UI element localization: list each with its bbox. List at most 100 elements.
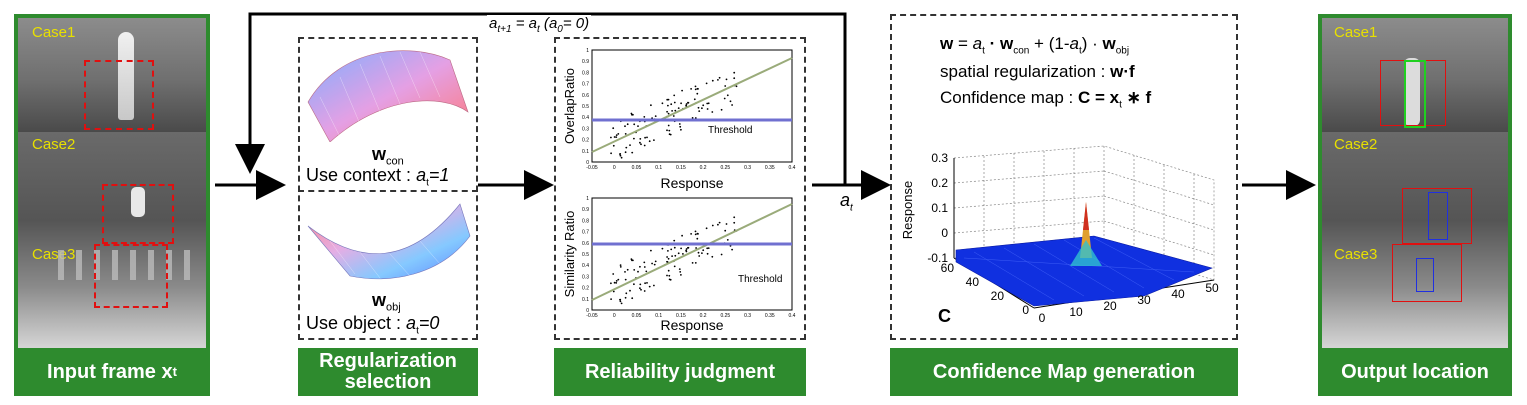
scatter-point [682, 253, 684, 255]
output-title-text: Output location [1341, 360, 1489, 383]
xtick-label: 0.4 [789, 313, 796, 319]
scatter-point [610, 136, 612, 139]
xtick-label: 0.25 [720, 313, 730, 319]
scatter-point [640, 288, 642, 291]
scatter-point [667, 98, 670, 101]
scatter-point [615, 282, 618, 284]
ytick-label: 0.6 [582, 241, 589, 247]
use-object-a: a [406, 313, 417, 333]
overlap-xticks: -0.05 0 0.05 0.1 0.15 0.2 0.25 0.3 0.35 0.4 [586, 165, 795, 171]
arrow-at-label: at [840, 190, 853, 214]
scatter-point [674, 254, 677, 257]
scatter-point [701, 107, 703, 110]
scatter-point [733, 77, 736, 80]
feedback-zero-sub: 0 [557, 24, 563, 35]
scatter-point [639, 138, 642, 140]
scatter-point [669, 278, 672, 281]
similarity-ratio-plot: Threshold 00.10.20.30.40.50.60.70.80.91 … [562, 196, 796, 333]
scatter-point [625, 146, 628, 149]
xtick-label: 0.4 [789, 165, 796, 171]
ytick-label: 1 [586, 48, 589, 54]
scatter-point [696, 92, 699, 95]
scatter-point [612, 290, 615, 293]
scatter-point [619, 266, 622, 268]
use-object-t: t [416, 325, 419, 337]
feedback-init-open: ( [539, 15, 549, 32]
xtick-label: 0 [613, 313, 616, 319]
input-case2-bbox [102, 184, 174, 244]
wcon-sub: con [386, 155, 404, 168]
ztick-label: 0 [941, 226, 948, 240]
ytick3d-label: 40 [966, 275, 980, 289]
ytick-label: 0.4 [582, 115, 589, 121]
scatter-point [698, 110, 701, 112]
wcon-label: wcon [372, 144, 404, 168]
scatter-point [733, 216, 736, 219]
ytick-label: 0.8 [582, 218, 589, 224]
scatter-point [645, 270, 648, 273]
scatter-point [711, 255, 714, 258]
scatter-point [666, 129, 668, 132]
scatter-point [691, 117, 694, 119]
output-case1-image: Case1 [1322, 18, 1508, 132]
scatter-point [666, 110, 668, 113]
scatter-point [643, 144, 646, 147]
scatter-point [610, 152, 612, 155]
scatter-point [612, 127, 615, 130]
scatter-point [706, 247, 709, 250]
scatter-point [731, 248, 733, 251]
scatter-point [678, 123, 681, 125]
feedback-a2: a [528, 15, 537, 32]
ytick3d-label: 60 [941, 261, 955, 275]
scatter-point [668, 129, 671, 132]
output-title: Output location [1318, 348, 1512, 396]
input-case1-image: Case1 [18, 18, 206, 132]
output-case23-image: Case2 Case3 [1322, 132, 1508, 353]
scatter-point [653, 139, 655, 141]
scatter-point [667, 269, 670, 272]
f1-a: a [972, 34, 983, 53]
f1-dot: · [984, 34, 1000, 53]
scatter-point [669, 133, 672, 136]
scatter-point [718, 76, 721, 79]
f2-text: spatial regularization : [940, 62, 1111, 81]
regularization-divider [298, 190, 478, 192]
scatter-point [697, 233, 699, 235]
ytick-label: 0.6 [582, 93, 589, 99]
scatter-point [624, 271, 626, 273]
ytick3d-label: 20 [991, 289, 1005, 303]
scatter-point [619, 154, 622, 157]
scatter-point [610, 282, 612, 285]
confidence-panel [890, 14, 1238, 340]
scatter-point [661, 247, 664, 250]
scatter-point [629, 289, 631, 292]
use-context-label: Use context : [306, 165, 417, 185]
scatter-point [640, 143, 642, 146]
scatter-point [681, 234, 683, 237]
f3-t: t [1119, 99, 1122, 111]
use-object-val: =0 [418, 313, 440, 333]
scatter-point [694, 262, 697, 264]
feedback-init-close: = 0) [562, 15, 590, 32]
ztick-label: 0.3 [931, 151, 948, 165]
scatter-point [706, 102, 709, 105]
wobj-w: w [372, 290, 387, 310]
scatter-point [697, 106, 700, 109]
scatter-point [612, 144, 615, 147]
overlap-xlabel: Response [660, 175, 723, 191]
surface-zticks: 0.3 0.2 0.1 0 -0.1 [927, 151, 948, 265]
surface-ylabel: Response [900, 181, 915, 240]
scatter-point [724, 85, 727, 87]
overlap-ratio-plot: Threshold 00.10.20.30.40.50.60.70.80.91 … [562, 48, 796, 191]
similarity-xlabel: Response [660, 317, 723, 333]
ytick-label: 0.5 [582, 252, 589, 258]
ytick-label: 0.5 [582, 104, 589, 110]
ytick-label: 0.4 [582, 263, 589, 269]
scatter-point [690, 88, 692, 90]
scatter-point [613, 281, 616, 284]
scatter-point [666, 260, 668, 263]
xtick3d-label: 10 [1069, 305, 1083, 319]
ytick3d-label: 0 [1022, 303, 1029, 317]
scatter-point [697, 251, 700, 254]
surface-grid [953, 145, 1215, 281]
